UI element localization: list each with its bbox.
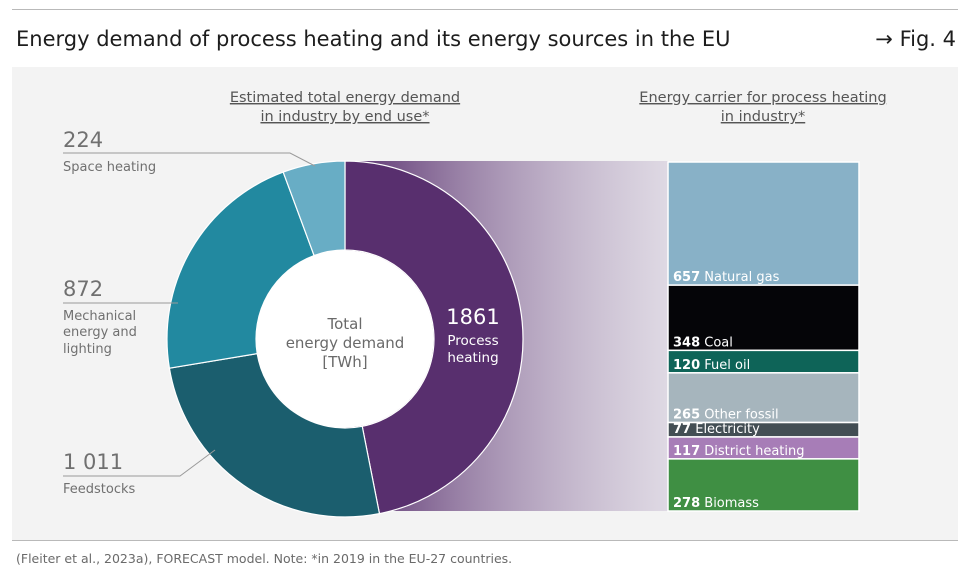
bar-subtitle-line-1: Energy carrier for process heating <box>639 90 886 106</box>
leader-feedstocks <box>63 449 216 477</box>
space-heating-value: 224 <box>63 128 103 152</box>
process-heating-name-line-2: heating <box>447 350 498 366</box>
slice-leader-lines <box>63 152 316 477</box>
bar-segment-natural-gas <box>667 161 860 286</box>
bar-name-biomass: Biomass <box>700 496 759 511</box>
bar-label-fuel-oil: 120 Fuel oil <box>673 358 750 373</box>
center-label-line-3: [TWh] <box>322 353 367 371</box>
bar-segment-biomass <box>667 458 860 512</box>
mechanical-name-line-1: Mechanical <box>63 309 136 324</box>
bar-name-natural-gas: Natural gas <box>700 270 779 285</box>
donut-slice-mechanical-energy-and-lighting <box>166 171 315 369</box>
donut-slice-space-heating <box>282 160 346 257</box>
donut-subtitle-line-2: in industry by end use* <box>260 109 429 125</box>
donut-subtitle-line-1: Estimated total energy demand <box>230 90 460 106</box>
center-label-line-2: energy demand <box>286 334 405 352</box>
mechanical-name-line-2: energy and <box>63 325 137 340</box>
center-label-line-1: Total <box>326 315 362 333</box>
top-rule <box>12 9 958 10</box>
bar-label-biomass: 278 Biomass <box>673 496 759 511</box>
bar-label-other-fossil: 265 Other fossil <box>673 408 779 423</box>
bar-value-other-fossil: 265 <box>673 408 700 423</box>
donut-chart <box>166 160 524 518</box>
bar-name-other-fossil: Other fossil <box>700 408 778 423</box>
bar-value-coal: 348 <box>673 335 700 350</box>
bar-subtitle-line-2: in industry* <box>721 109 805 125</box>
figure-reference: → Fig. 4 <box>875 27 956 51</box>
feedstocks-value: 1 011 <box>63 450 123 474</box>
feedstocks-name: Feedstocks <box>63 482 136 497</box>
bar-label-electricity: 77 Electricity <box>673 422 760 437</box>
bar-label-natural-gas: 657 Natural gas <box>673 270 780 285</box>
bar-name-fuel-oil: Fuel oil <box>700 358 750 373</box>
bar-segment-other-fossil <box>667 372 860 424</box>
bar-name-electricity: Electricity <box>691 422 760 437</box>
source-footnote: (Fleiter et al., 2023a), FORECAST model.… <box>16 551 513 566</box>
process-heating-value: 1861 <box>446 305 499 329</box>
bar-name-coal: Coal <box>700 335 733 350</box>
bar-value-district-heating: 117 <box>673 444 700 459</box>
bar-value-natural-gas: 657 <box>673 270 700 285</box>
bar-label-district-heating: 117 District heating <box>673 444 805 459</box>
process-heating-name-line-1: Process <box>447 333 498 349</box>
bar-value-biomass: 278 <box>673 496 700 511</box>
mechanical-value: 872 <box>63 277 103 301</box>
donut-slice-feedstocks <box>168 352 381 518</box>
bar-value-electricity: 77 <box>673 422 691 437</box>
figure-title: Energy demand of process heating and its… <box>16 27 731 51</box>
bar-name-district-heating: District heating <box>700 444 804 459</box>
space-heating-name: Space heating <box>63 160 156 175</box>
mechanical-name-line-3: lighting <box>63 342 112 357</box>
bar-value-fuel-oil: 120 <box>673 358 700 373</box>
bar-label-coal: 348 Coal <box>673 335 733 350</box>
donut-hole <box>256 250 434 428</box>
donut-slice-process-heating <box>344 160 524 515</box>
leader-space-heating <box>63 152 316 167</box>
